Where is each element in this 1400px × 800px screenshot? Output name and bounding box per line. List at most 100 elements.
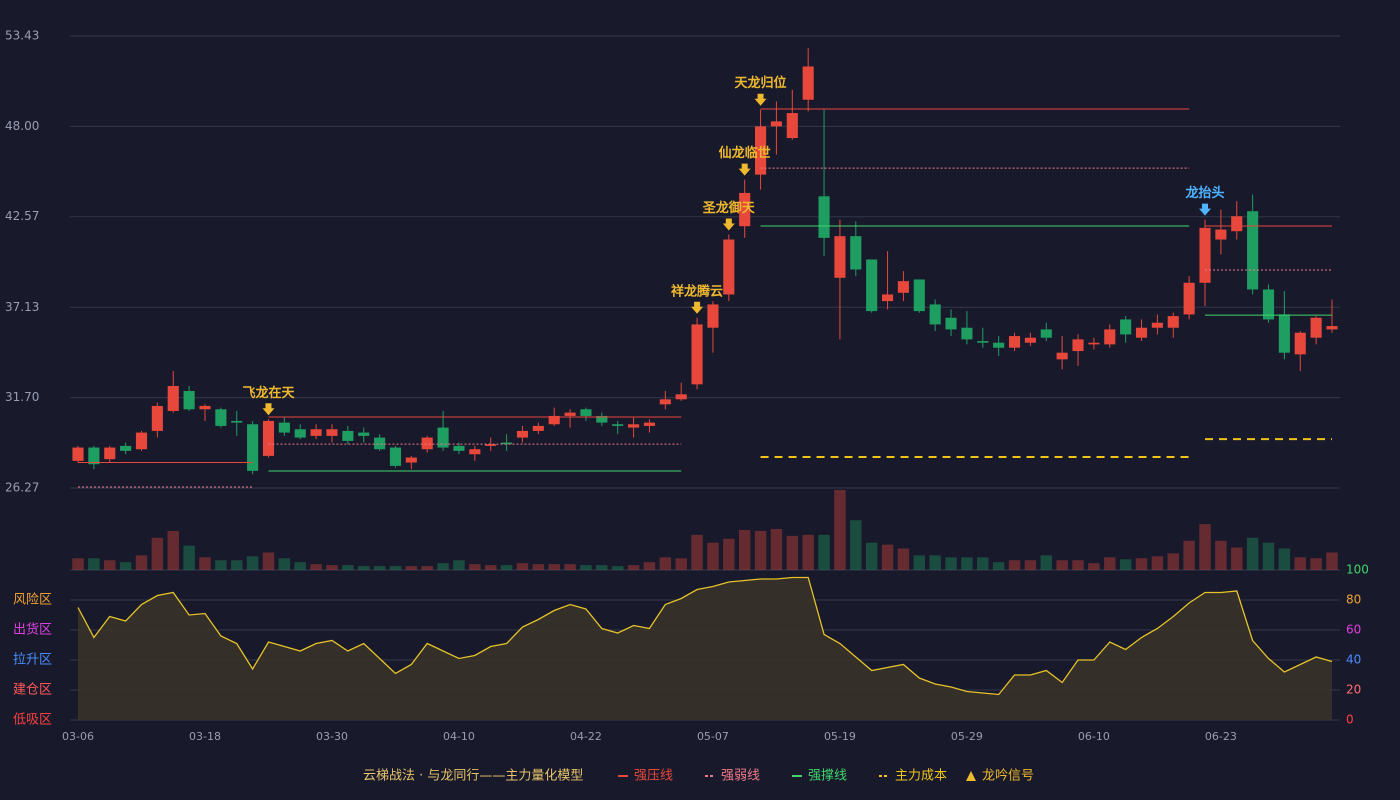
x-tick-label: 03-18 (189, 730, 221, 743)
candle-body (1199, 227, 1211, 283)
candle-body (739, 192, 751, 227)
legend-label: 强弱线 (721, 769, 760, 784)
candle-body (993, 342, 1005, 348)
volume-bar (913, 555, 926, 570)
candle-body (516, 430, 529, 438)
volume-bar (516, 563, 529, 570)
volume-bar (1183, 540, 1195, 570)
signal-label: 仙龙临世 (719, 145, 771, 161)
volume-bar (723, 538, 735, 570)
volume-bar (278, 558, 291, 570)
candle-body (151, 405, 163, 431)
volume-bar (1040, 555, 1052, 570)
legend-label: 龙吟信号 (982, 768, 1034, 784)
candle-body (1040, 329, 1052, 338)
legend-swatch (966, 771, 976, 781)
candle-body (755, 126, 767, 175)
candle-body (72, 447, 84, 461)
candle-body (770, 121, 782, 127)
candle-body (199, 405, 211, 410)
signal-label: 圣龙御天 (703, 200, 756, 216)
volume-bar (627, 565, 640, 570)
candle-body (929, 304, 941, 325)
volume-bar (453, 560, 465, 570)
volume-bar (580, 565, 592, 570)
volume-bar (1231, 547, 1243, 570)
candle-body (1262, 289, 1275, 320)
candle-body (532, 425, 544, 431)
signal-label: 祥龙腾云 (671, 283, 723, 299)
oscillator-area (78, 577, 1332, 720)
signal-arrow (722, 218, 735, 231)
y-tick-label: 60 (1346, 623, 1361, 637)
zone-label: 低吸区 (13, 713, 52, 728)
y-tick-label: 100 (1346, 563, 1369, 577)
x-tick-label: 05-29 (951, 730, 983, 743)
signal-arrow (691, 301, 704, 314)
candle-body (580, 409, 592, 416)
volume-bar (326, 565, 338, 570)
volume-bar (405, 566, 418, 570)
candle-body (881, 294, 894, 302)
signal-arrow (754, 93, 767, 106)
candle-body (691, 324, 703, 385)
candle-body (1231, 216, 1243, 232)
candle-body (1135, 327, 1148, 338)
volume-bar (342, 565, 354, 570)
volume-bar (1246, 537, 1259, 570)
volume-bar (1151, 556, 1164, 570)
candle-body (818, 196, 830, 238)
legend-label: 主力成本 (895, 769, 947, 784)
volume-bar (897, 548, 910, 570)
volume-bar (770, 529, 783, 570)
volume-bar (167, 530, 179, 570)
y-tick-label: 26.27 (5, 481, 39, 495)
volume-bar (1119, 559, 1132, 570)
zone-label: 拉升区 (13, 653, 52, 668)
candle-body (421, 437, 433, 450)
x-tick-label: 06-23 (1205, 730, 1237, 743)
legend-label: 强压线 (634, 769, 673, 784)
volume-bar (929, 555, 941, 570)
volume-bar (945, 557, 957, 570)
candle-body (374, 437, 386, 450)
candle-body (1120, 319, 1132, 335)
candle-body (183, 390, 195, 410)
volume-bar (691, 534, 703, 570)
x-tick-label: 04-10 (443, 730, 475, 743)
candle-body (564, 412, 576, 416)
volume-bar (1294, 557, 1306, 570)
candle-body (961, 327, 973, 340)
oscillator-line (77, 576, 1333, 696)
candle-body (437, 427, 449, 448)
candle-body (135, 432, 148, 450)
candle-body (707, 304, 719, 328)
legend-label: 强撑线 (808, 769, 847, 784)
signal-arrow (262, 403, 275, 416)
signal-label: 龙抬头 (1186, 185, 1225, 201)
volume-bar (977, 557, 989, 570)
candle-body (723, 239, 735, 295)
candle-body (485, 444, 497, 446)
candle-body (1056, 352, 1068, 360)
candle-body (1088, 342, 1100, 345)
candle-body (659, 399, 671, 405)
volume-bar (358, 566, 370, 570)
candle-body (1104, 329, 1116, 345)
candle-body (786, 113, 798, 139)
volume-bar (1056, 560, 1068, 570)
candle-body (1294, 332, 1306, 355)
volume-bar (707, 542, 719, 570)
signal-arrow (738, 163, 751, 176)
candle-body (231, 420, 243, 423)
volume-bar (310, 564, 322, 570)
candle-body (278, 422, 290, 433)
candle-body (1151, 322, 1163, 328)
volume-bar (1008, 560, 1021, 570)
volume-bar (738, 530, 751, 570)
volume-bar (421, 566, 433, 570)
y-tick-label: 0 (1346, 713, 1354, 727)
y-tick-label: 31.70 (5, 390, 39, 404)
volume-bar (231, 560, 243, 570)
